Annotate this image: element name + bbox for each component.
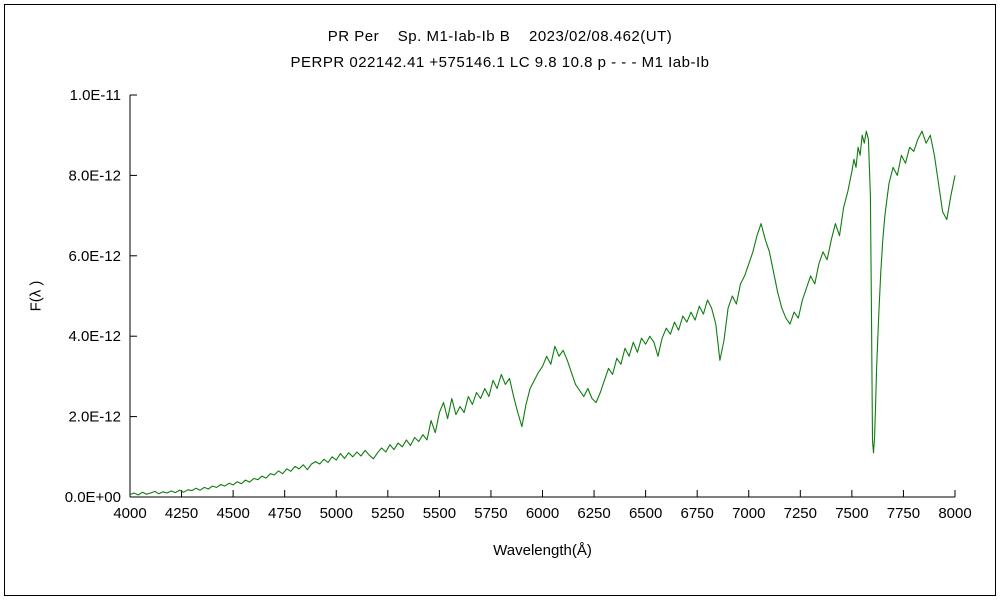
x-tick-label: 4750 (268, 505, 301, 522)
chart-title: PR Per Sp. M1-Iab-Ib B 2023/02/08.462(UT… (327, 28, 673, 45)
x-tick-label: 7750 (887, 505, 920, 522)
x-tick-label: 6250 (577, 505, 610, 522)
x-tick-label: 7000 (732, 505, 765, 522)
x-tick-label: 5500 (423, 505, 456, 522)
x-tick-label: 6000 (526, 505, 559, 522)
x-axis-label: Wavelength(Å) (493, 542, 592, 559)
figure-frame (4, 4, 996, 596)
spectrum-line (129, 130, 956, 496)
x-tick-label: 4250 (165, 505, 198, 522)
x-tick-label: 4500 (216, 505, 249, 522)
x-tick-label: 8000 (938, 505, 971, 522)
x-tick-label: 6750 (681, 505, 714, 522)
chart-subtitle: PERPR 022142.41 +575146.1 LC 9.8 10.8 p … (290, 54, 710, 71)
x-tick-label: 5000 (320, 505, 353, 522)
x-tick-label: 5750 (474, 505, 507, 522)
y-tick-label: 2.0E-12 (68, 409, 121, 426)
x-tick-label: 5250 (371, 505, 404, 522)
x-tick-label: 4000 (113, 505, 146, 522)
y-tick-label: 4.0E-12 (68, 328, 121, 345)
title-block: PR Per Sp. M1-Iab-Ib B 2023/02/08.462(UT… (0, 24, 1000, 76)
x-tick-label: 7250 (784, 505, 817, 522)
y-tick-label: 8.0E-12 (68, 167, 121, 184)
x-tick-label: 6500 (629, 505, 662, 522)
y-tick-label: 1.0E-11 (70, 87, 121, 104)
y-tick-label: 6.0E-12 (68, 248, 121, 265)
x-tick-label: 7500 (835, 505, 868, 522)
y-tick-label: 0.0E+00 (65, 489, 121, 506)
